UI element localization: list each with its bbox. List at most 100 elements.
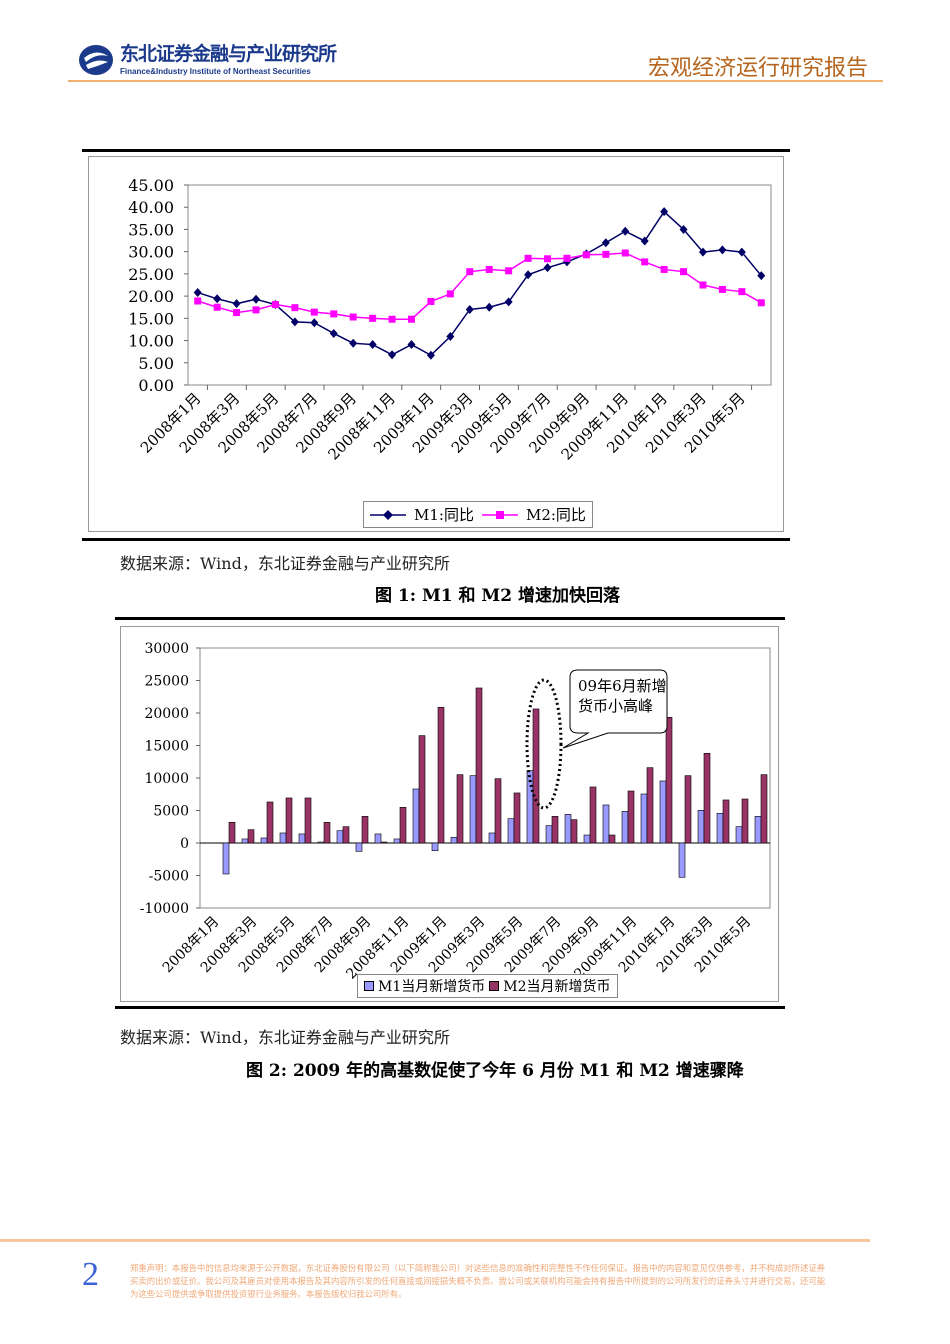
figure2-bottom-rule — [115, 1006, 785, 1009]
m2-point — [369, 314, 377, 322]
m1-point — [718, 245, 727, 255]
m2-point — [427, 297, 435, 305]
figure1-frame — [88, 156, 784, 532]
m2-point — [699, 281, 707, 289]
m2-bar — [741, 798, 749, 844]
org-name-en: Finance&Industry Institute of Northeast … — [120, 67, 311, 76]
footer-divider — [0, 1239, 870, 1242]
y-tick-label: 20.00 — [128, 287, 174, 306]
m2-bar — [646, 767, 654, 844]
m2-legend-swatch-icon — [489, 981, 500, 991]
m2-bar — [437, 706, 445, 844]
callout-bubble — [562, 669, 668, 749]
m1-bar — [545, 825, 553, 844]
y-tick-label: 10.00 — [128, 332, 174, 351]
m1-bar — [564, 814, 572, 844]
m1-bar — [393, 838, 401, 844]
m1-point — [193, 288, 202, 298]
m2-point — [252, 306, 260, 314]
m1-bar — [659, 780, 667, 844]
y-tick-label: 25.00 — [128, 265, 174, 284]
figure1-source: 数据来源：Wind，东北证券金融与产业研究所 — [120, 554, 450, 573]
callout-text: 货币小高峰 — [578, 697, 653, 715]
m2-point — [291, 304, 299, 312]
m2-point — [757, 299, 765, 307]
m2-point — [505, 267, 513, 275]
m1-bar — [317, 841, 325, 844]
m1-point — [698, 247, 707, 257]
legend-m1-new: M1当月新增货币 — [378, 979, 486, 995]
m1-point — [426, 350, 435, 360]
legend-m2: M2:同比 — [525, 506, 586, 524]
org-name-cn: 东北证券金融与产业研究所 — [120, 43, 337, 65]
m1-point — [310, 318, 319, 328]
m1-point — [737, 247, 746, 257]
m1-point — [621, 226, 630, 236]
y-tick-label: 15000 — [144, 739, 189, 755]
m2-bar — [399, 807, 407, 844]
figure2-top-rule — [115, 617, 785, 620]
m2-bar — [456, 774, 464, 844]
m1-bar — [754, 816, 762, 844]
y-tick-label: -10000 — [140, 901, 189, 917]
m1-bar — [336, 830, 344, 844]
m2-point — [271, 301, 279, 309]
m2-bar — [285, 797, 293, 844]
figure2-caption: 图 2: 2009 年的高基数促使了今年 6 月份 M1 和 M2 增速骤降 — [246, 1061, 744, 1081]
m2-point — [194, 297, 202, 305]
m2-point — [407, 315, 415, 323]
m2-point — [738, 288, 746, 296]
m1-point — [329, 328, 338, 338]
y-tick-label: -5000 — [149, 869, 189, 885]
m2-bar — [380, 841, 388, 844]
m2-point — [446, 290, 454, 298]
plot-area — [199, 647, 771, 909]
m1-point — [757, 271, 766, 281]
y-tick-label: 20000 — [144, 706, 189, 722]
m1-point — [465, 304, 474, 314]
m2-bar — [608, 834, 616, 844]
header-divider — [68, 80, 883, 82]
m1-bar — [697, 810, 705, 844]
m2-bar — [361, 816, 369, 844]
figure1-top-rule — [82, 149, 790, 152]
m1-point — [640, 236, 649, 246]
m1-bar — [716, 812, 724, 844]
m2-point — [466, 268, 474, 276]
m1-bar — [621, 811, 629, 844]
m1-bar — [678, 842, 686, 878]
line-chart: 0.00 5.00 10.00 15.00 20.00 25.00 30.00 35.00 40… — [128, 176, 772, 464]
m1-bar — [735, 826, 743, 844]
m1-point — [388, 350, 397, 360]
m2-point — [544, 255, 552, 263]
m1-point — [232, 299, 241, 309]
m2-bar — [475, 687, 483, 844]
m1-point — [485, 302, 494, 312]
y-tick-label: 35.00 — [128, 220, 174, 239]
m2-point — [582, 251, 590, 259]
m2-point — [349, 313, 357, 321]
m1-bar — [298, 833, 306, 844]
y-tick-label: 10000 — [144, 771, 189, 787]
m1-bar — [222, 842, 230, 875]
plot-area — [187, 184, 772, 386]
m2-bar — [551, 816, 559, 844]
m2-point — [524, 254, 532, 262]
page-number: 2 — [82, 1256, 99, 1293]
y-tick-label: 15.00 — [128, 309, 174, 328]
m2-bar — [304, 797, 312, 844]
y-tick-label: 30000 — [144, 641, 189, 657]
figure1-caption: 图 1: M1 和 M2 增速加快回落 — [375, 586, 620, 606]
bar-chart: -10000 -5000 0 5000 10000 15000 20000 25000 3000… — [140, 641, 771, 982]
m2-point — [213, 303, 221, 311]
callout-text: 09年6月新增 — [578, 677, 667, 695]
m2-bar — [532, 708, 540, 844]
m1-point — [524, 270, 533, 280]
m1-point — [660, 207, 669, 217]
m1-bar — [583, 834, 591, 844]
m1-bar — [260, 837, 268, 844]
m1-point — [407, 340, 416, 350]
y-tick-label: 0.00 — [138, 376, 174, 395]
m2-bar — [247, 829, 255, 844]
